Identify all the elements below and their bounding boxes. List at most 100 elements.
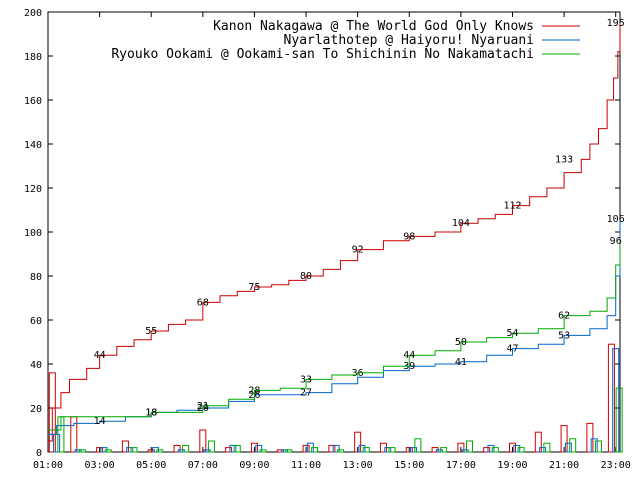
x-tick-label: 15:00 <box>394 460 424 471</box>
hourly-bar-series-2 <box>384 447 392 453</box>
data-label-series-1: 98 <box>403 231 415 242</box>
legend-label-series-2: Nyarlathotep @ Haiyoru! Nyaruani <box>284 33 534 48</box>
hourly-bar-series-1 <box>483 447 491 453</box>
series-line-3 <box>48 240 621 431</box>
y-tick-label: 80 <box>30 272 42 283</box>
hourly-bar-series-3 <box>78 449 86 453</box>
series-line-2 <box>48 218 621 435</box>
data-label-series-2: 14 <box>94 416 106 427</box>
data-label-series-1: 55 <box>145 326 157 337</box>
hourly-bar-series-2 <box>539 447 547 453</box>
y-tick-label: 200 <box>24 8 42 19</box>
data-label-series-1: 68 <box>197 297 209 308</box>
hourly-bar-series-2 <box>332 444 340 453</box>
legend-label-series-3: Ryouko Ookami @ Ookami-san To Shichinin … <box>111 47 534 62</box>
hourly-bar-series-2 <box>255 444 263 453</box>
x-tick-label: 13:00 <box>343 460 373 471</box>
hourly-bar-series-3 <box>207 440 215 453</box>
hourly-bar-series-1 <box>405 447 413 453</box>
y-tick-label: 0 <box>36 448 42 459</box>
y-tick-label: 60 <box>30 316 42 327</box>
data-label-series-1: 104 <box>452 218 470 229</box>
hourly-bar-series-3 <box>362 447 370 453</box>
hourly-bar-series-3 <box>285 449 293 453</box>
hourly-bar-series-1 <box>147 449 155 453</box>
hourly-bar-series-1 <box>457 442 465 453</box>
data-label-series-2: 47 <box>506 344 518 355</box>
hourly-bar-series-3 <box>259 449 267 453</box>
legend-label-series-1: Kanon Nakagawa @ The World God Only Know… <box>213 19 534 34</box>
hourly-bar-series-2 <box>461 449 469 453</box>
hourly-bar-series-2 <box>281 449 289 453</box>
x-tick-label: 19:00 <box>497 460 527 471</box>
data-label-series-3: 33 <box>300 374 312 385</box>
x-tick-label: 09:00 <box>239 460 269 471</box>
hourly-bar-series-3 <box>543 442 551 453</box>
plot-frame <box>47 11 621 453</box>
data-label-series-1: 75 <box>248 282 260 293</box>
data-label-series-1: 195 <box>607 18 625 29</box>
y-tick-label: 140 <box>24 140 42 151</box>
hourly-bar-series-1 <box>48 372 56 453</box>
data-label-series-3: 54 <box>506 328 518 339</box>
hourly-bar-series-2 <box>487 444 495 453</box>
y-tick-label: 180 <box>24 52 42 63</box>
hourly-bar-series-2 <box>590 438 598 453</box>
y-tick-label: 20 <box>30 404 42 415</box>
hourly-bar-series-3 <box>440 447 448 453</box>
hourly-bar-series-3 <box>414 438 422 453</box>
hourly-bar-series-1 <box>328 444 336 453</box>
hourly-bar-series-1 <box>560 425 568 453</box>
data-label-series-3: 50 <box>455 337 467 348</box>
hourly-bar-series-3 <box>130 447 138 453</box>
data-label-series-2: 27 <box>300 388 312 399</box>
x-tick-label: 17:00 <box>446 460 476 471</box>
data-label-series-2: 53 <box>558 330 570 341</box>
y-tick-label: 160 <box>24 96 42 107</box>
x-tick-label: 05:00 <box>136 460 166 471</box>
hourly-bar-series-3 <box>156 449 164 453</box>
hourly-bar-series-2 <box>229 444 237 453</box>
hourly-bar-series-3 <box>465 440 473 453</box>
y-tick-label: 100 <box>24 228 42 239</box>
hourly-bar-series-2 <box>564 442 572 453</box>
hourly-bar-series-3 <box>517 447 525 453</box>
hourly-bar-series-3 <box>594 440 602 453</box>
hourly-bar-series-1 <box>121 440 129 453</box>
hourly-bar-series-2 <box>513 444 521 453</box>
hourly-bar-series-3 <box>569 438 577 453</box>
hourly-bar-series-1 <box>199 429 207 453</box>
data-label-series-3: 21 <box>197 401 209 412</box>
data-label-series-3: 44 <box>403 350 415 361</box>
hourly-bar-series-2 <box>435 449 443 453</box>
hourly-bar-series-1 <box>508 442 516 453</box>
hourly-bar-series-1 <box>225 447 233 453</box>
hourly-bar-series-3 <box>233 444 241 453</box>
hourly-bar-series-3 <box>388 447 396 453</box>
hourly-bar-series-3 <box>182 444 190 453</box>
hourly-bar-series-3 <box>336 449 344 453</box>
y-tick-label: 120 <box>24 184 42 195</box>
data-label-series-3: 18 <box>145 407 157 418</box>
data-label-series-3: 28 <box>248 385 260 396</box>
hourly-bar-series-1 <box>302 444 310 453</box>
data-label-series-3: 62 <box>558 311 570 322</box>
hourly-bar-series-3 <box>311 447 319 453</box>
data-label-series-1: 133 <box>555 154 573 165</box>
data-label-series-1: 92 <box>352 245 364 256</box>
data-label-series-2: 106 <box>607 214 625 225</box>
hourly-bar-series-1 <box>586 422 594 453</box>
y-tick-label: 40 <box>30 360 42 371</box>
hourly-bar-series-1 <box>96 447 104 453</box>
x-tick-label: 11:00 <box>291 460 321 471</box>
hourly-bar-series-1 <box>250 442 258 453</box>
hourly-bar-series-2 <box>177 449 185 453</box>
data-label-series-1: 80 <box>300 271 312 282</box>
hourly-bar-series-1 <box>607 343 615 453</box>
x-tick-label: 03:00 <box>85 460 115 471</box>
x-tick-label: 21:00 <box>549 460 579 471</box>
hourly-bar-series-2 <box>203 449 211 453</box>
hourly-bar-series-2 <box>53 433 61 453</box>
hourly-bar-series-1 <box>70 416 78 453</box>
